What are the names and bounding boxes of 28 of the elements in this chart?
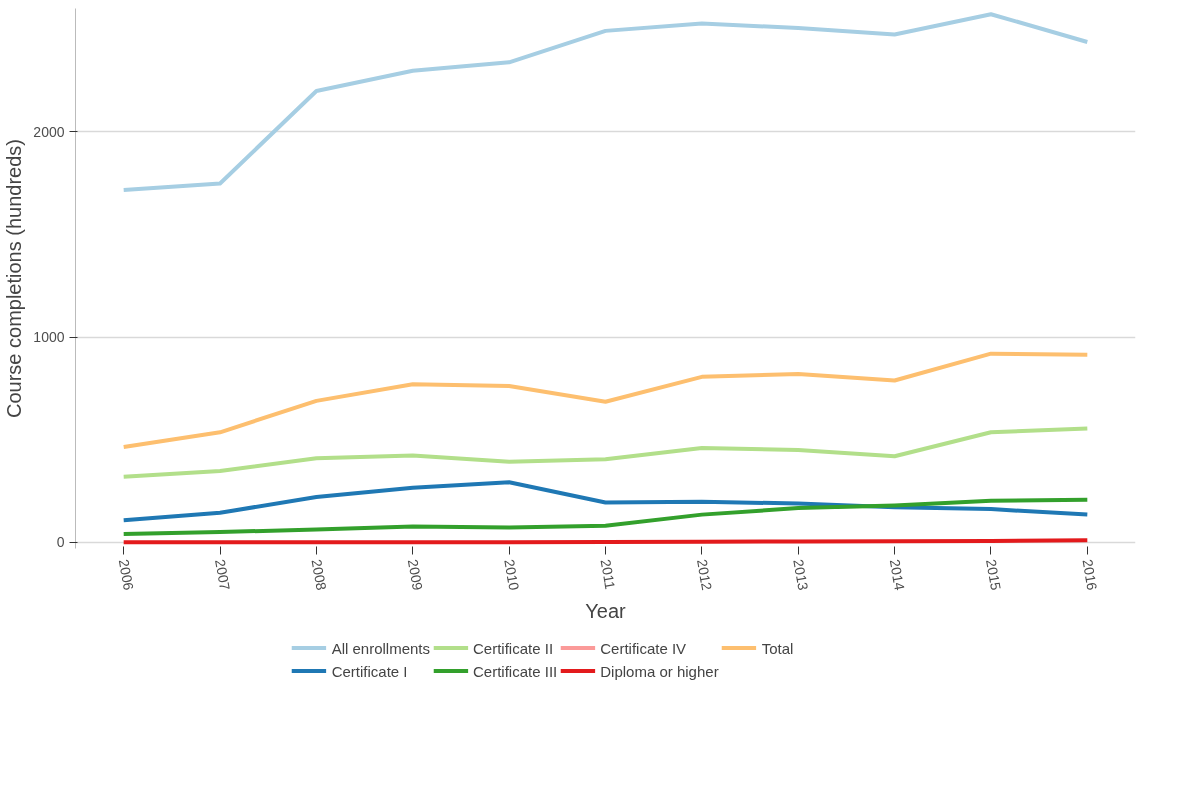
y-tick-label: 1000	[33, 329, 65, 346]
legend-label: Certificate I	[331, 662, 408, 679]
line-series	[121, 12, 1090, 193]
y-tick-label: 0	[56, 534, 65, 551]
x-tick-label: 2009	[404, 558, 426, 592]
legend-label: Certificate IV	[600, 639, 687, 656]
legend-label: Diploma or higher	[600, 662, 719, 679]
legend-label: Certificate III	[473, 662, 558, 679]
x-tick-label: 2006	[115, 558, 137, 592]
x-tick-label: 2010	[501, 558, 523, 592]
legend-label: Total	[761, 639, 794, 656]
x-tick-label: 2016	[1079, 558, 1101, 592]
x-tick-label: 2014	[886, 558, 908, 592]
legend-label: All enrollments	[331, 639, 431, 656]
line-series	[121, 497, 1090, 536]
y-axis-title: Course completions (hundreds)	[3, 138, 26, 419]
x-tick-label: 2007	[212, 558, 234, 592]
line-series	[121, 480, 1090, 523]
y-tick-label: 2000	[33, 123, 65, 140]
x-tick-label: 2011	[597, 558, 619, 591]
x-tick-label: 2008	[308, 558, 330, 592]
x-tick-label: 2012	[693, 558, 716, 592]
x-axis-title: Year	[585, 599, 627, 622]
x-tick-label: 2013	[790, 558, 812, 592]
line-series	[121, 351, 1090, 450]
legend-label: Certificate II	[473, 639, 554, 656]
x-tick-label: 2015	[983, 558, 1005, 592]
line-series	[121, 426, 1090, 479]
